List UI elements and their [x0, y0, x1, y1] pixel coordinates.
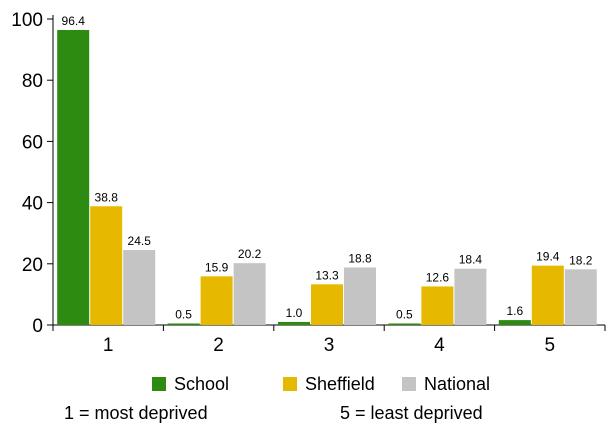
bar-national-4 [454, 268, 487, 325]
y-tick-label: 40 [22, 194, 43, 215]
bar-sheffield-3 [311, 284, 343, 325]
y-tick-label: 20 [22, 255, 43, 276]
footnote-least-deprived: 5 = least deprived [340, 403, 483, 423]
data-label: 18.8 [348, 251, 372, 265]
legend-label-sheffield: Sheffield [305, 374, 375, 394]
y-tick-label: 80 [22, 71, 43, 92]
x-tick-label: 3 [324, 335, 335, 356]
x-tick-label: 4 [434, 335, 445, 356]
bars [57, 30, 597, 326]
data-label: 15.9 [205, 260, 229, 274]
data-labels: 96.4 38.8 24.5 0.5 15.9 20.2 1.0 13.3 18.8 0.5 12.… [62, 14, 593, 321]
bar-school-1 [57, 30, 90, 326]
legend-item-sheffield: Sheffield [283, 372, 375, 396]
data-label: 0.5 [175, 307, 192, 321]
bar-national-3 [344, 267, 376, 325]
legend-swatch-school [152, 377, 166, 391]
bar-sheffield-1 [90, 206, 123, 325]
bar-sheffield-5 [531, 265, 564, 325]
x-tick-label: 2 [213, 335, 224, 356]
legend-item-national: National [402, 372, 490, 396]
legend-swatch-national [402, 377, 416, 391]
bar-school-4 [388, 323, 421, 325]
data-label: 18.2 [569, 253, 593, 267]
x-tick-label: 1 [103, 335, 114, 356]
bar-school-2 [167, 323, 200, 325]
bar-school-5 [498, 320, 531, 325]
data-label: 18.4 [459, 253, 483, 267]
bar-sheffield-4 [421, 286, 454, 325]
data-label: 38.8 [95, 190, 119, 204]
data-label: 96.4 [62, 14, 86, 28]
bar-national-5 [564, 269, 597, 325]
data-label: 24.5 [128, 234, 152, 248]
legend-label-national: National [424, 374, 491, 394]
y-tick-label: 60 [22, 132, 43, 153]
axes: 0 20 40 60 80 100 1 2 3 4 5 [11, 10, 606, 356]
bar-school-3 [278, 321, 310, 325]
data-label: 12.6 [426, 270, 450, 284]
bar-sheffield-2 [200, 276, 233, 325]
legend-label-school: School [174, 374, 230, 394]
data-label: 0.5 [396, 307, 413, 321]
legend: School Sheffield National [0, 372, 610, 396]
data-label: 19.4 [536, 250, 560, 264]
bar-national-1 [123, 250, 156, 325]
data-label: 20.2 [238, 247, 262, 261]
y-tick-label: 100 [11, 10, 43, 31]
data-label: 1.0 [286, 306, 303, 320]
x-tick-label: 5 [545, 335, 556, 356]
data-label: 1.6 [506, 304, 523, 318]
bar-national-2 [233, 263, 266, 325]
legend-swatch-sheffield [283, 377, 297, 391]
y-tick-label: 0 [32, 316, 43, 337]
footnote-most-deprived: 1 = most deprived [64, 403, 208, 423]
data-label: 13.3 [315, 268, 339, 282]
legend-item-school: School [152, 372, 229, 396]
